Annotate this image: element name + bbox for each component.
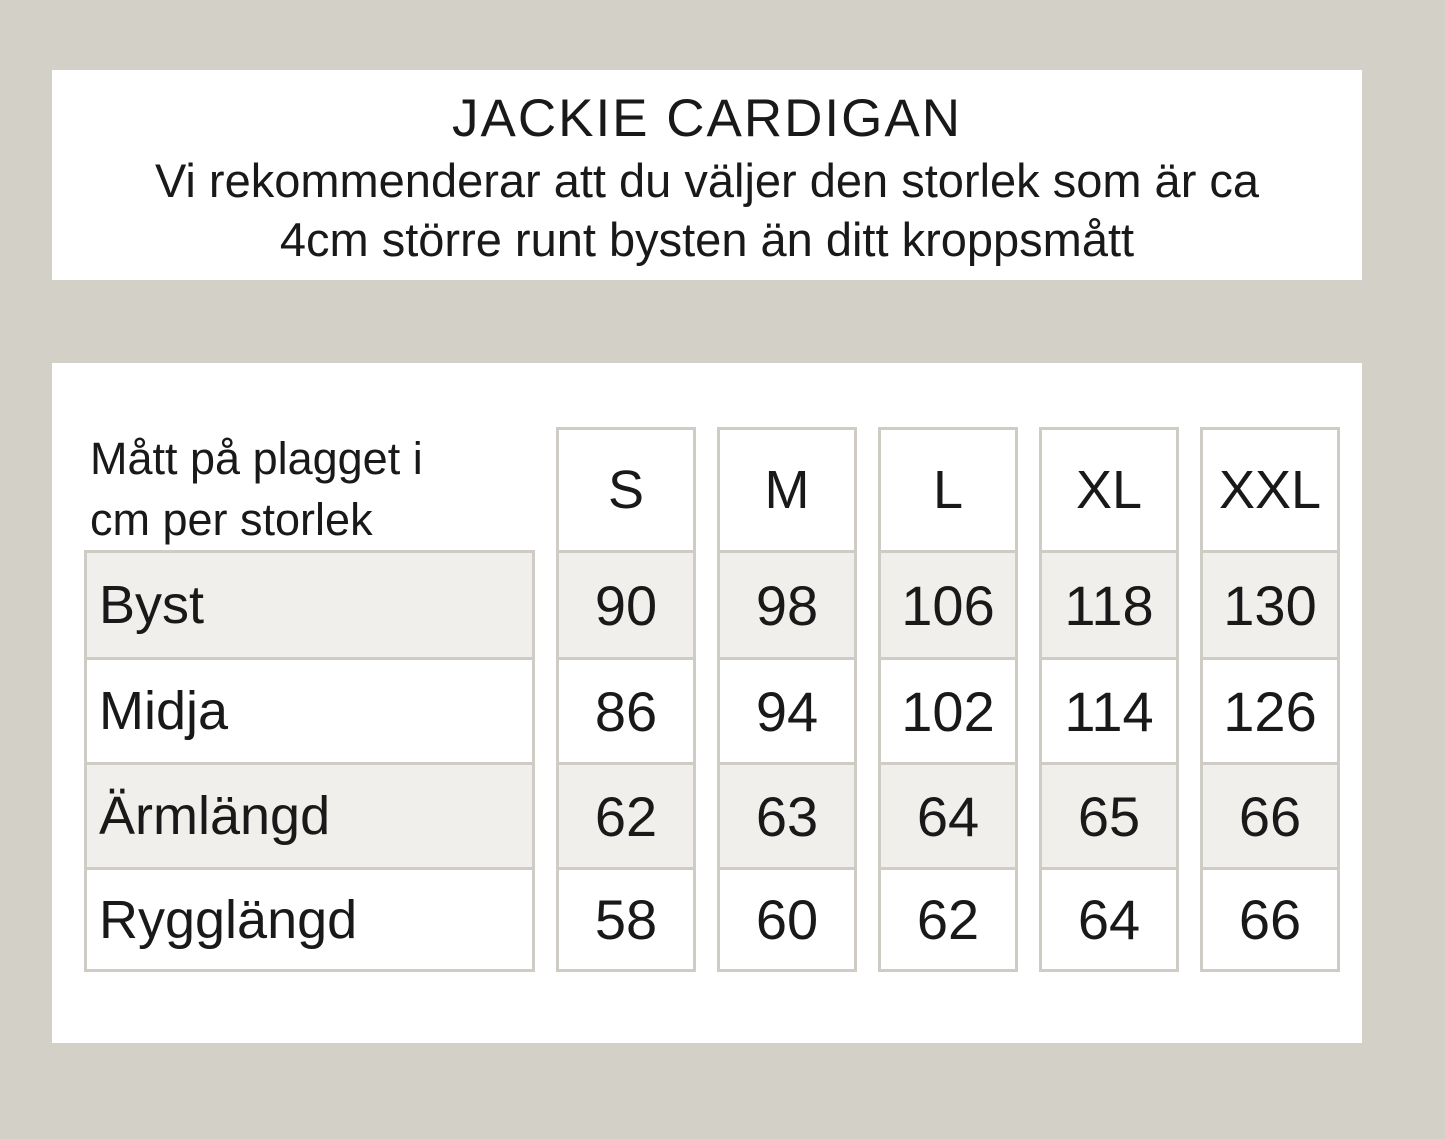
size-guide-table-panel: Mått på plagget i cm per storlek S M L X…	[52, 363, 1362, 1043]
value-armlangd-l: 64	[878, 762, 1018, 867]
size-column-header-xxl: XXL	[1200, 427, 1340, 550]
size-table: Mått på plagget i cm per storlek S M L X…	[84, 427, 1340, 972]
corner-label-line2: cm per storlek	[90, 493, 373, 545]
value-midja-m: 94	[717, 657, 857, 762]
row-label-midja: Midja	[84, 657, 535, 762]
value-armlangd-s: 62	[556, 762, 696, 867]
value-byst-xl: 118	[1039, 550, 1179, 657]
value-midja-xl: 114	[1039, 657, 1179, 762]
value-armlangd-xl: 65	[1039, 762, 1179, 867]
size-column-header-l: L	[878, 427, 1018, 550]
row-label-byst: Byst	[84, 550, 535, 657]
size-recommendation-line1: Vi rekommenderar att du väljer den storl…	[154, 154, 1260, 207]
value-rygglangd-l: 62	[878, 867, 1018, 972]
value-byst-s: 90	[556, 550, 696, 657]
size-column-header-s: S	[556, 427, 696, 550]
value-midja-xxl: 126	[1200, 657, 1340, 762]
value-byst-l: 106	[878, 550, 1018, 657]
value-armlangd-m: 63	[717, 762, 857, 867]
value-byst-m: 98	[717, 550, 857, 657]
value-rygglangd-xl: 64	[1039, 867, 1179, 972]
row-label-armlangd: Ärmlängd	[84, 762, 535, 867]
size-guide-header-panel: JACKIE CARDIGAN Vi rekommenderar att du …	[52, 70, 1362, 280]
size-column-header-m: M	[717, 427, 857, 550]
value-armlangd-xxl: 66	[1200, 762, 1340, 867]
value-midja-l: 102	[878, 657, 1018, 762]
value-midja-s: 86	[556, 657, 696, 762]
value-byst-xxl: 130	[1200, 550, 1340, 657]
value-rygglangd-xxl: 66	[1200, 867, 1340, 972]
corner-label-line1: Mått på plagget i	[90, 432, 423, 484]
size-column-header-xl: XL	[1039, 427, 1179, 550]
corner-label: Mått på plagget i cm per storlek	[84, 427, 535, 550]
page-title: JACKIE CARDIGAN	[451, 89, 963, 148]
value-rygglangd-m: 60	[717, 867, 857, 972]
size-recommendation-line2: 4cm större runt bysten än ditt kroppsmåt…	[279, 213, 1135, 266]
value-rygglangd-s: 58	[556, 867, 696, 972]
row-label-rygglangd: Rygglängd	[84, 867, 535, 972]
